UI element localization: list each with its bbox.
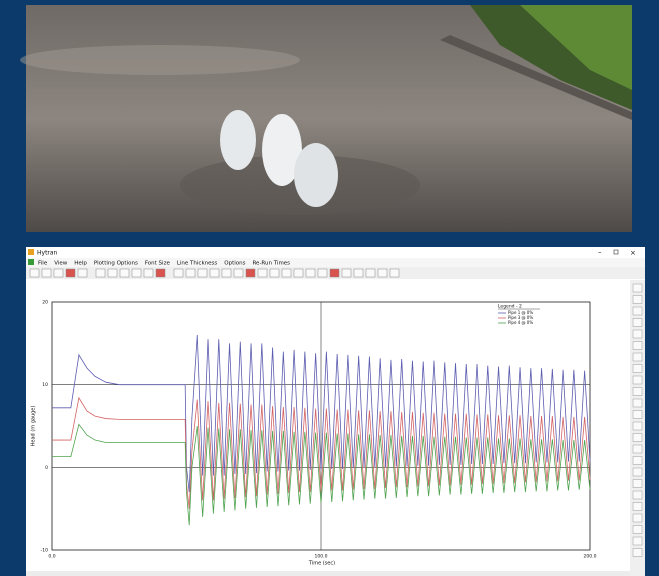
side-tool-button[interactable]	[633, 388, 642, 396]
minimize-button[interactable]: –	[598, 248, 602, 256]
tool-button[interactable]	[246, 269, 255, 277]
side-tool-button[interactable]	[633, 526, 642, 534]
close-button[interactable]: ×	[630, 249, 636, 257]
side-tool-button[interactable]	[633, 342, 642, 350]
side-tool-button[interactable]	[633, 491, 642, 499]
tool-button[interactable]	[120, 269, 129, 277]
side-tool-button[interactable]	[633, 330, 642, 338]
tool-button[interactable]	[108, 269, 117, 277]
tool-button[interactable]	[174, 269, 183, 277]
legend-label: Pipe 4 @ 0%	[508, 320, 533, 325]
tool-button[interactable]	[222, 269, 231, 277]
side-tool-button[interactable]	[633, 365, 642, 373]
y-axis-label: Head (m gauge)	[31, 406, 37, 447]
tool-button[interactable]	[354, 269, 363, 277]
tool-button[interactable]	[132, 269, 141, 277]
tool-button[interactable]	[258, 269, 267, 277]
photo	[20, 5, 632, 232]
screen: Hytran – × FileViewHelpPlotting OptionsF…	[0, 0, 659, 576]
side-tool-button[interactable]	[633, 307, 642, 315]
tool-button[interactable]	[270, 269, 279, 277]
tool-button[interactable]	[342, 269, 351, 277]
tool-button[interactable]	[330, 269, 339, 277]
page: Hytran – × FileViewHelpPlotting OptionsF…	[0, 0, 659, 576]
tool-button[interactable]	[54, 269, 63, 277]
x-tick-label: 200.0	[584, 554, 597, 560]
toolbar-buttons	[30, 269, 399, 277]
tool-button[interactable]	[318, 269, 327, 277]
tool-button[interactable]	[144, 269, 153, 277]
tool-button[interactable]	[210, 269, 219, 277]
tool-button[interactable]	[42, 269, 51, 277]
side-tool-button[interactable]	[633, 353, 642, 361]
side-tool-button[interactable]	[633, 457, 642, 465]
side-tool-button[interactable]	[633, 445, 642, 453]
tool-button[interactable]	[366, 269, 375, 277]
y-tick-label: 10	[42, 382, 48, 388]
tool-button[interactable]	[156, 269, 165, 277]
menu-item[interactable]: Options	[224, 261, 245, 267]
menu-item[interactable]: Font Size	[145, 261, 171, 267]
menu-item[interactable]: View	[54, 261, 68, 267]
y-tick-label: 0	[45, 465, 48, 471]
tool-button[interactable]	[378, 269, 387, 277]
side-tool-button[interactable]	[633, 284, 642, 292]
menu-item[interactable]: Re-Run Times	[252, 261, 290, 267]
side-tool-button[interactable]	[633, 480, 642, 488]
tool-button[interactable]	[282, 269, 291, 277]
x-tick-label: 0.0	[48, 554, 55, 560]
tool-button[interactable]	[306, 269, 315, 277]
y-tick-label: -10	[41, 548, 48, 554]
tool-button[interactable]	[198, 269, 207, 277]
x-axis-label: Time (sec)	[308, 561, 335, 567]
side-tool-button[interactable]	[633, 376, 642, 384]
side-tool-button[interactable]	[633, 549, 642, 557]
menu-item[interactable]: Plotting Options	[94, 261, 138, 267]
status-bar	[26, 571, 630, 576]
side-tool-button[interactable]	[633, 537, 642, 545]
tool-button[interactable]	[186, 269, 195, 277]
tool-button[interactable]	[390, 269, 399, 277]
tool-button[interactable]	[66, 269, 75, 277]
side-tool-button[interactable]	[633, 422, 642, 430]
tool-button[interactable]	[78, 269, 87, 277]
menu-item[interactable]: File	[38, 261, 48, 267]
window-title: Hytran	[37, 250, 58, 257]
side-tool-button[interactable]	[633, 319, 642, 327]
side-tool-button[interactable]	[633, 296, 642, 304]
menu-item[interactable]: Help	[74, 261, 87, 267]
side-tool-button[interactable]	[633, 411, 642, 419]
side-tool-button[interactable]	[633, 514, 642, 522]
tool-button[interactable]	[234, 269, 243, 277]
side-tool-button[interactable]	[633, 399, 642, 407]
tool-button[interactable]	[294, 269, 303, 277]
menu-bar: File View Help Plotting Options Font Size Lin…	[38, 261, 290, 267]
y-tick-label: 20	[42, 300, 48, 306]
menu-item[interactable]: Line Thickness	[177, 261, 218, 267]
legend-title: Legend - 2	[498, 304, 522, 310]
tool-button[interactable]	[30, 269, 39, 277]
side-tool-button[interactable]	[633, 503, 642, 511]
side-tool-button[interactable]	[633, 434, 642, 442]
x-tick-label: 100.0	[315, 554, 328, 560]
tool-button[interactable]	[96, 269, 105, 277]
side-tool-button[interactable]	[633, 468, 642, 476]
